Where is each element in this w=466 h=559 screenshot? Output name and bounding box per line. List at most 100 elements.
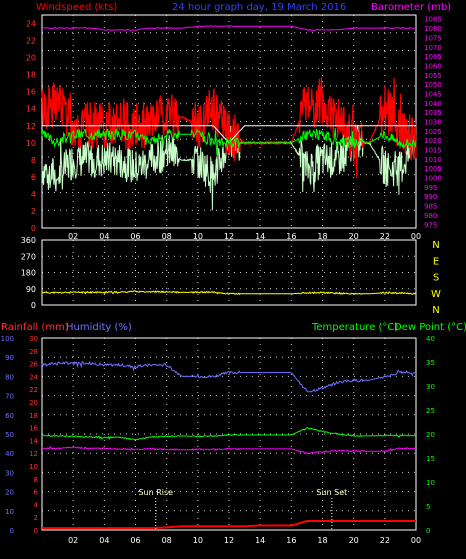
rainfall-tick-label: 8 [34,476,38,484]
humidity-tick-label: 70 [5,393,14,401]
barometer-tick-label: 975 [424,221,437,229]
barometer-tick-label: 1045 [424,90,442,98]
direction-tick-label: 360 [21,236,36,245]
barometer-tick-label: 1085 [424,16,442,24]
humidity-title: Humidity (%) [66,322,132,333]
compass-label: N [432,305,439,316]
direction-tick-label: 90 [26,285,36,294]
barometer-tick-label: 1055 [424,72,442,80]
windspeed-tick-label: 14 [26,105,36,114]
windspeed-tick-label: 10 [26,139,36,148]
time-tick-label: 00 [411,536,421,545]
rainfall-tick-label: 4 [34,501,39,509]
time-tick-label: 14 [255,536,265,545]
rainfall-tick-label: 12 [29,450,38,458]
time-tick-label: 08 [162,232,172,241]
barometer-tick-label: 1005 [424,165,442,173]
barometer-tick-label: 985 [424,203,437,211]
barometer-tick-label: 980 [424,212,437,220]
humidity-tick-label: 60 [5,412,14,420]
barometer-tick-label: 1030 [424,119,442,127]
time-tick-label: 22 [380,536,390,545]
humidity-tick-label: 20 [5,489,14,497]
windspeed-title: Windspeed (kts) [36,2,117,13]
humidity-series-line [41,360,417,393]
direction-tick-label: 0 [31,301,36,310]
barometer-title: Barometer (mb) [371,2,451,13]
humidity-tick-label: 10 [5,508,14,516]
dewpoint-title: Dew Point (°C) [394,322,466,333]
temperature-series-line [41,427,416,441]
rainfall-tick-label: 2 [34,514,38,522]
time-tick-label: 16 [286,536,296,545]
wind-average-series-line [41,127,417,156]
humidity-tick-label: 40 [5,450,14,458]
barometer-tick-label: 1075 [424,34,442,42]
rainfall-title: Rainfall (mm) [1,322,69,333]
dewpoint-series-line [41,445,417,455]
time-tick-label: 02 [68,536,78,545]
windspeed-tick-label: 12 [26,122,36,131]
temperature-title: Temperature (°C) [311,322,398,333]
rainfall-tick-label: 22 [29,386,38,394]
compass-label: E [433,256,439,267]
time-tick-label: 06 [130,536,140,545]
windspeed-tick-label: 2 [31,207,36,216]
rainfall-tick-label: 26 [29,361,38,369]
barometer-tick-label: 1060 [424,62,442,70]
windspeed-tick-label: 8 [31,156,36,165]
windspeed-tick-label: 18 [26,71,36,80]
humidity-tick-label: 100 [1,335,14,343]
compass-label: S [433,273,439,284]
temperature-tick-label: 5 [426,503,430,511]
windspeed-tick-label: 22 [26,37,36,46]
barometer-series-line [41,25,416,31]
rainfall-tick-label: 6 [34,489,39,497]
windspeed-tick-label: 0 [31,224,36,233]
wind-direction-series-line [41,290,417,296]
rainfall-tick-label: 24 [29,373,38,381]
time-tick-label: 16 [286,232,296,241]
temperature-tick-label: 20 [426,431,435,439]
time-tick-label: 00 [411,232,421,241]
barometer-tick-label: 1040 [424,100,442,108]
barometer-tick-label: 1000 [424,175,442,183]
time-tick-label: 12 [224,536,234,545]
time-tick-label: 22 [380,232,390,241]
temperature-tick-label: 10 [426,479,435,487]
rainfall-tick-label: 10 [29,463,38,471]
humidity-tick-label: 50 [5,431,14,439]
barometer-tick-label: 1025 [424,128,442,136]
rainfall-tick-label: 0 [34,527,38,535]
compass-label: W [431,289,441,300]
barometer-tick-label: 1015 [424,147,442,155]
time-tick-label: 20 [349,536,359,545]
barometer-tick-label: 1035 [424,109,442,117]
time-tick-label: 04 [99,232,109,241]
barometer-tick-label: 1050 [424,81,442,89]
time-tick-label: 14 [255,232,265,241]
graph-date-title: 24 hour graph day, 19 March 2016 [172,2,346,13]
humidity-tick-label: 80 [5,373,14,381]
time-tick-label: 12 [224,232,234,241]
time-tick-label: 04 [99,536,109,545]
compass-label: N [432,240,439,251]
barometer-tick-label: 1080 [424,25,442,33]
rainfall-series-line [42,520,416,530]
rainfall-tick-label: 14 [29,437,38,445]
time-tick-label: 18 [317,232,327,241]
temperature-tick-label: 40 [426,335,435,343]
barometer-tick-label: 990 [424,193,437,201]
time-tick-label: 02 [68,232,78,241]
sunrise-label: Sun Rise [138,488,173,497]
humidity-tick-label: 30 [5,469,14,477]
windspeed-tick-label: 4 [31,190,36,199]
rainfall-tick-label: 20 [29,399,38,407]
temperature-tick-label: 35 [426,359,435,367]
time-tick-label: 06 [130,232,140,241]
sunset-label: Sun Set [316,488,347,497]
temperature-tick-label: 30 [426,383,435,391]
